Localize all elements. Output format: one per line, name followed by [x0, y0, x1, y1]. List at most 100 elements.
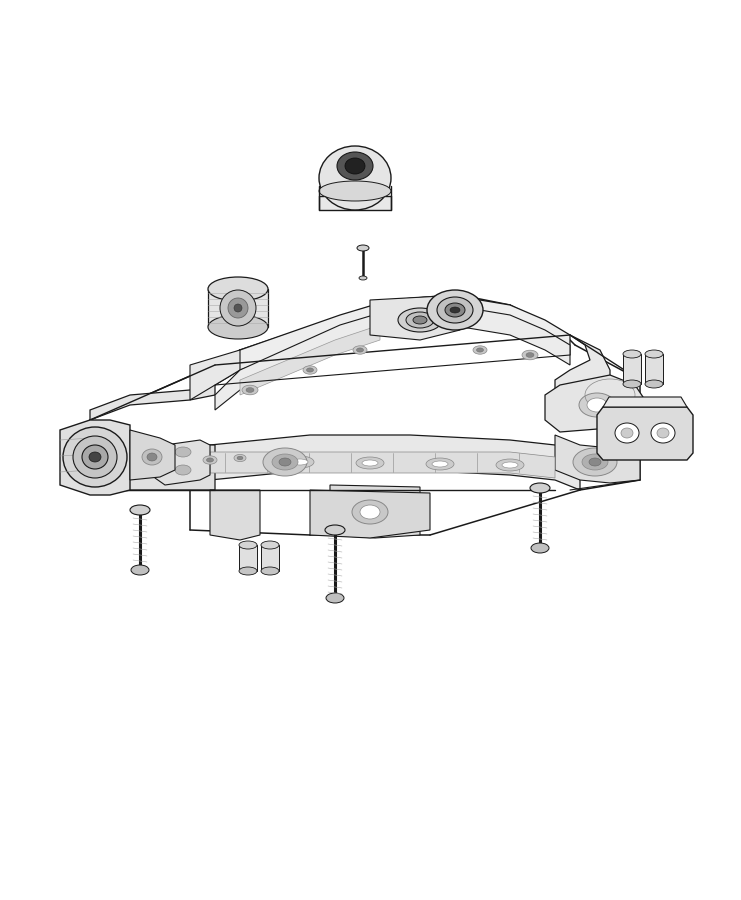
Polygon shape: [60, 420, 130, 495]
Ellipse shape: [615, 423, 639, 443]
Polygon shape: [155, 440, 210, 485]
Ellipse shape: [279, 458, 291, 466]
Bar: [261, 545, 279, 571]
Ellipse shape: [345, 158, 365, 174]
Polygon shape: [215, 310, 390, 410]
Polygon shape: [545, 375, 645, 432]
Ellipse shape: [303, 365, 317, 374]
Polygon shape: [310, 490, 430, 538]
Ellipse shape: [286, 456, 314, 468]
Ellipse shape: [579, 393, 615, 417]
Bar: [208, 289, 268, 327]
Polygon shape: [240, 325, 380, 395]
Ellipse shape: [234, 454, 246, 462]
Ellipse shape: [445, 303, 465, 317]
Bar: [645, 354, 663, 384]
Polygon shape: [190, 350, 240, 400]
Ellipse shape: [263, 448, 307, 476]
Ellipse shape: [587, 398, 607, 412]
Ellipse shape: [261, 567, 279, 575]
Ellipse shape: [427, 290, 483, 330]
Ellipse shape: [131, 565, 149, 575]
Ellipse shape: [242, 385, 258, 395]
Bar: [623, 354, 641, 384]
Ellipse shape: [413, 316, 427, 324]
Ellipse shape: [582, 454, 608, 470]
Ellipse shape: [63, 427, 127, 487]
Polygon shape: [190, 435, 580, 490]
Polygon shape: [210, 452, 555, 478]
Ellipse shape: [337, 152, 373, 180]
Ellipse shape: [496, 459, 524, 471]
Ellipse shape: [239, 541, 257, 549]
Polygon shape: [390, 305, 570, 365]
Polygon shape: [210, 490, 260, 540]
Ellipse shape: [623, 380, 641, 388]
Polygon shape: [555, 335, 610, 410]
Ellipse shape: [239, 567, 257, 575]
Ellipse shape: [530, 483, 550, 493]
Polygon shape: [597, 407, 693, 460]
Ellipse shape: [73, 436, 117, 478]
Polygon shape: [215, 295, 570, 385]
Ellipse shape: [272, 454, 298, 470]
Ellipse shape: [473, 346, 487, 355]
Polygon shape: [90, 445, 215, 490]
Ellipse shape: [147, 453, 157, 461]
Ellipse shape: [437, 297, 473, 323]
Ellipse shape: [589, 458, 601, 466]
Ellipse shape: [130, 505, 150, 515]
Ellipse shape: [426, 458, 454, 470]
Ellipse shape: [175, 465, 191, 475]
Ellipse shape: [398, 308, 442, 332]
Polygon shape: [330, 485, 420, 538]
Ellipse shape: [203, 455, 217, 464]
Ellipse shape: [450, 307, 460, 313]
Ellipse shape: [406, 312, 434, 328]
Ellipse shape: [573, 448, 617, 476]
Polygon shape: [90, 385, 215, 420]
Ellipse shape: [651, 423, 675, 443]
Ellipse shape: [237, 456, 243, 460]
Ellipse shape: [623, 350, 641, 358]
Ellipse shape: [142, 449, 162, 465]
Ellipse shape: [326, 593, 344, 603]
Polygon shape: [555, 435, 640, 483]
Ellipse shape: [502, 462, 518, 468]
Ellipse shape: [82, 445, 108, 469]
Ellipse shape: [531, 543, 549, 553]
Ellipse shape: [360, 505, 380, 519]
Polygon shape: [603, 397, 687, 407]
Ellipse shape: [526, 353, 534, 357]
Ellipse shape: [645, 380, 663, 388]
Ellipse shape: [175, 447, 191, 457]
Ellipse shape: [319, 181, 391, 201]
Ellipse shape: [89, 452, 101, 462]
Ellipse shape: [234, 304, 242, 312]
Ellipse shape: [208, 277, 268, 301]
Polygon shape: [370, 295, 460, 340]
Ellipse shape: [356, 348, 364, 352]
Ellipse shape: [208, 315, 268, 339]
Ellipse shape: [359, 276, 367, 280]
Ellipse shape: [645, 350, 663, 358]
Ellipse shape: [325, 525, 345, 535]
Ellipse shape: [476, 348, 483, 352]
Ellipse shape: [207, 458, 213, 462]
Ellipse shape: [621, 428, 633, 438]
Ellipse shape: [220, 290, 256, 326]
Ellipse shape: [307, 368, 313, 372]
Ellipse shape: [362, 460, 378, 466]
Polygon shape: [130, 430, 175, 480]
Ellipse shape: [522, 350, 538, 360]
Ellipse shape: [357, 245, 369, 251]
Ellipse shape: [261, 541, 279, 549]
Ellipse shape: [246, 388, 254, 392]
Ellipse shape: [319, 146, 391, 210]
Polygon shape: [319, 196, 391, 210]
Ellipse shape: [352, 500, 388, 524]
Bar: [239, 545, 257, 571]
Ellipse shape: [657, 428, 669, 438]
Ellipse shape: [353, 346, 367, 355]
Ellipse shape: [228, 298, 248, 318]
